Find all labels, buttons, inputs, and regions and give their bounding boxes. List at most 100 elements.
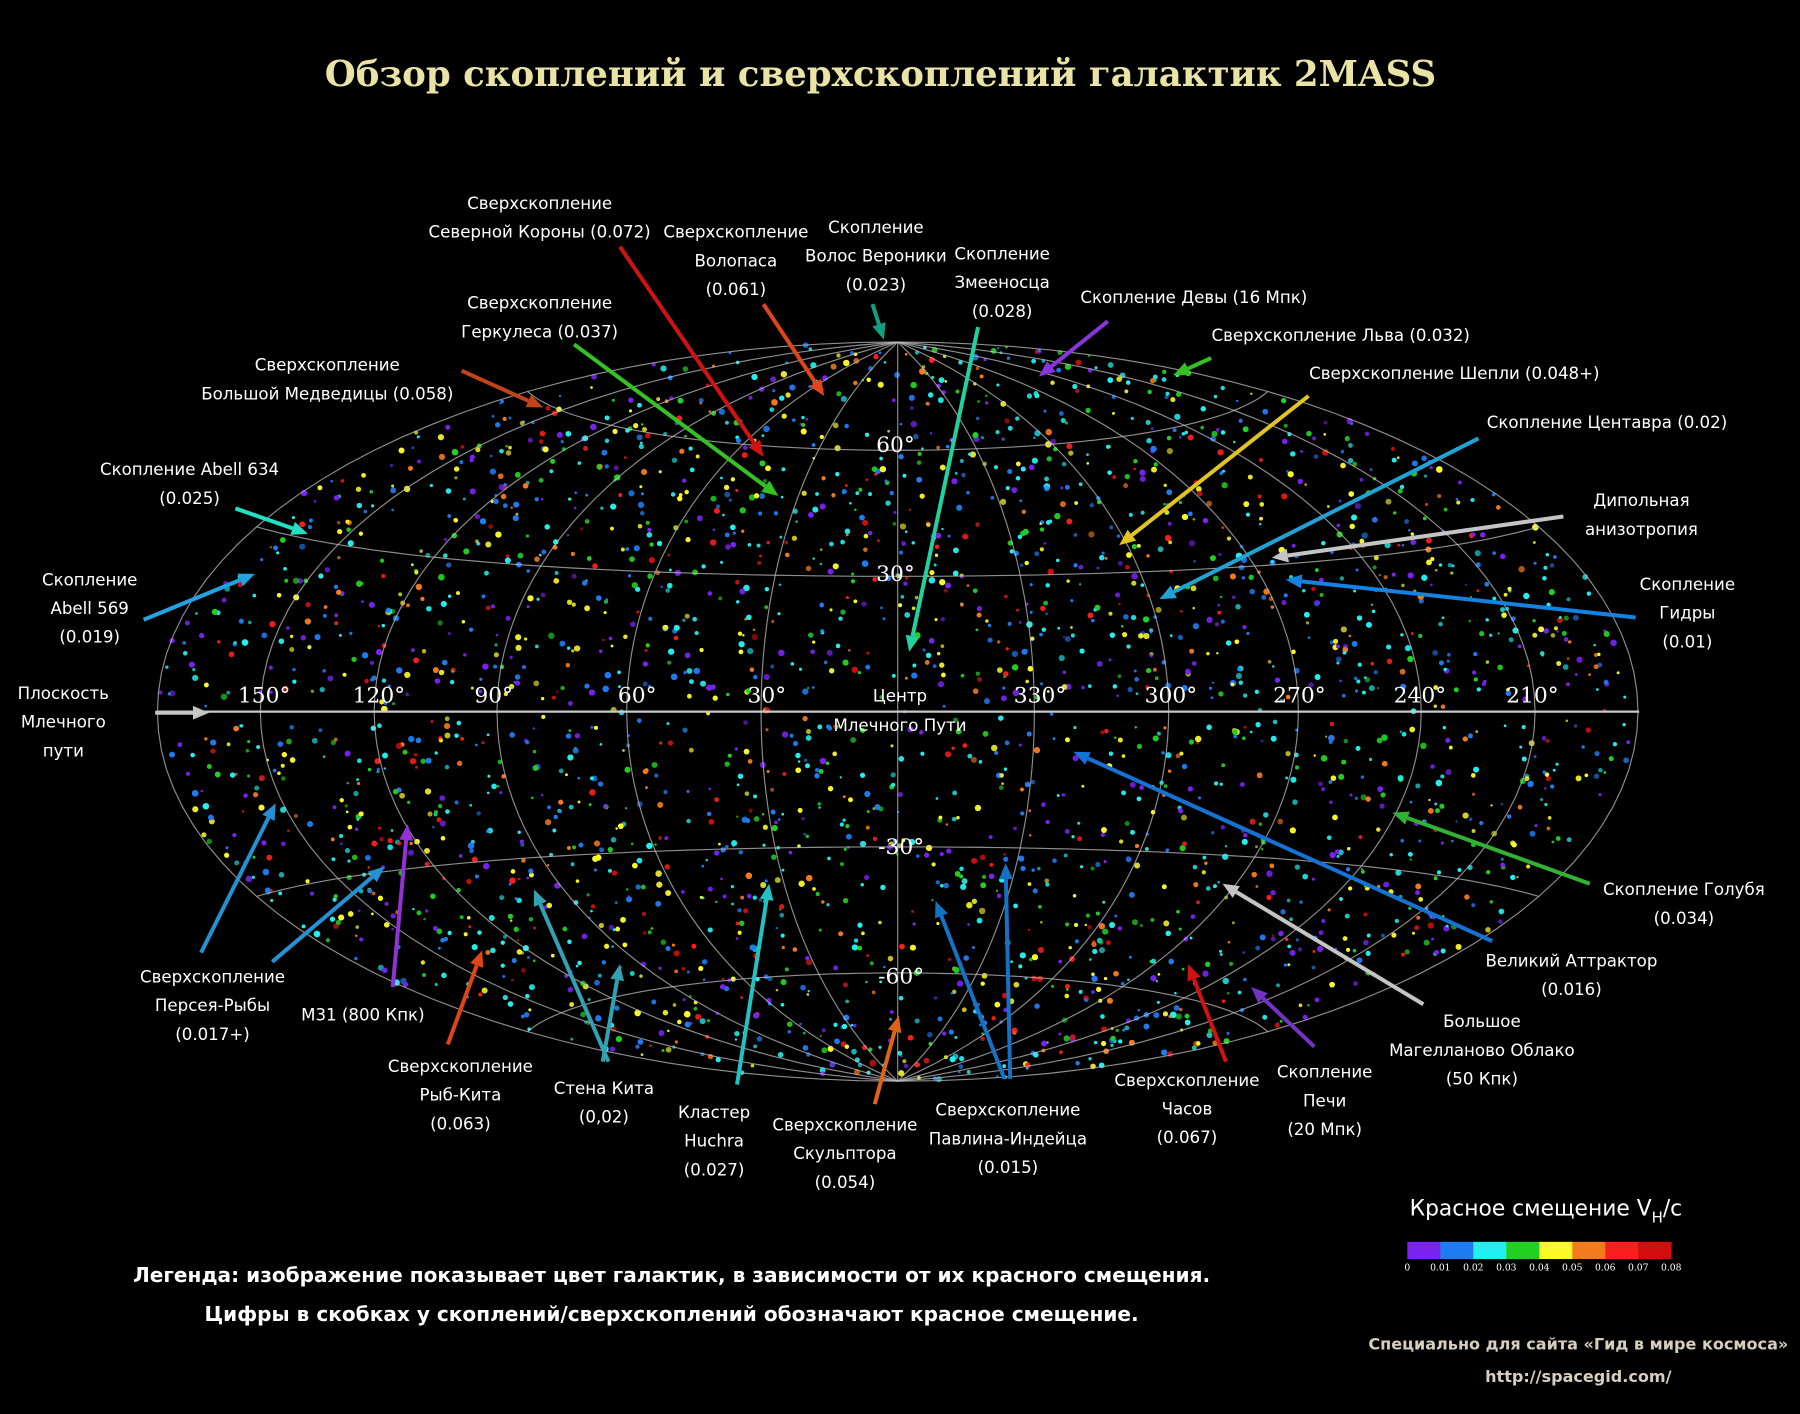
galaxy-dot bbox=[589, 789, 596, 796]
galaxy-dot bbox=[1121, 790, 1126, 796]
galaxy-dot bbox=[845, 533, 849, 537]
galaxy-dot bbox=[604, 943, 610, 949]
galaxy-dot bbox=[812, 506, 819, 513]
galaxy-dot bbox=[1623, 695, 1627, 699]
galaxy-dot bbox=[590, 904, 596, 909]
galaxy-dot bbox=[1399, 668, 1406, 675]
galaxy-dot bbox=[1443, 667, 1447, 672]
galaxy-dot bbox=[1167, 521, 1172, 526]
galaxy-dot bbox=[528, 1008, 532, 1012]
galaxy-dot bbox=[792, 947, 798, 952]
galaxy-dot bbox=[1404, 519, 1410, 524]
galaxy-dot bbox=[874, 804, 881, 811]
galaxy-dot bbox=[927, 1031, 933, 1038]
galaxy-dot bbox=[424, 788, 432, 795]
galaxy-dot bbox=[1360, 868, 1364, 871]
galaxy-dot bbox=[739, 588, 746, 595]
galaxy-dot bbox=[515, 512, 519, 516]
galaxy-dot bbox=[720, 847, 726, 853]
galaxy-dot bbox=[413, 753, 418, 757]
galaxy-dot bbox=[661, 1049, 665, 1052]
galaxy-dot bbox=[890, 772, 896, 778]
galaxy-dot bbox=[1189, 648, 1195, 654]
galaxy-dot bbox=[1468, 817, 1473, 821]
galaxy-dot bbox=[976, 606, 982, 612]
galaxy-dot bbox=[636, 434, 643, 441]
galaxy-dot bbox=[689, 679, 694, 685]
galaxy-dot bbox=[630, 621, 636, 628]
galaxy-dot bbox=[1002, 686, 1006, 690]
galaxy-dot bbox=[590, 909, 593, 913]
galaxy-dot bbox=[1401, 583, 1405, 588]
galaxy-dot bbox=[960, 673, 965, 678]
galaxy-dot bbox=[656, 881, 663, 888]
galaxy-dot bbox=[682, 727, 688, 733]
galaxy-dot bbox=[1011, 1027, 1018, 1034]
galaxy-dot bbox=[1314, 997, 1320, 1003]
galaxy-dot bbox=[1544, 802, 1548, 807]
galaxy-dot bbox=[1256, 772, 1263, 779]
galaxy-dot bbox=[945, 582, 952, 589]
galaxy-dot bbox=[1321, 541, 1326, 546]
galaxy-dot bbox=[1503, 724, 1507, 728]
galaxy-dot bbox=[746, 614, 752, 621]
galaxy-dot bbox=[1443, 507, 1448, 512]
galaxy-dot bbox=[1521, 725, 1526, 730]
galaxy-dot bbox=[1346, 947, 1351, 952]
galaxy-dot bbox=[534, 497, 539, 502]
galaxy-dot bbox=[1372, 565, 1377, 570]
galaxy-dot bbox=[528, 872, 534, 878]
galaxy-dot bbox=[1420, 742, 1427, 750]
galaxy-dot bbox=[1574, 673, 1578, 676]
galaxy-dot bbox=[594, 725, 598, 730]
galaxy-dot bbox=[840, 862, 844, 866]
galaxy-dot bbox=[1503, 592, 1508, 597]
galaxy-dot bbox=[967, 753, 973, 759]
galaxy-dot bbox=[570, 862, 575, 867]
galaxy-dot bbox=[190, 752, 195, 758]
galaxy-dot bbox=[791, 535, 798, 541]
galaxy-dot bbox=[351, 854, 358, 861]
galaxy-dot bbox=[410, 563, 414, 567]
galaxy-dot bbox=[1229, 573, 1236, 580]
galaxy-dot bbox=[745, 688, 751, 694]
galaxy-dot bbox=[509, 877, 516, 884]
galaxy-dot bbox=[578, 842, 584, 848]
galaxy-dot bbox=[780, 371, 788, 378]
galaxy-dot bbox=[590, 423, 597, 431]
galaxy-dot bbox=[1489, 633, 1493, 637]
galaxy-dot bbox=[1175, 1013, 1182, 1020]
galaxy-dot bbox=[1492, 551, 1496, 555]
galaxy-dot bbox=[942, 704, 946, 708]
galaxy-dot bbox=[1110, 1043, 1114, 1047]
galaxy-dot bbox=[411, 446, 415, 450]
galaxy-dot bbox=[234, 772, 238, 776]
galaxy-dot bbox=[192, 674, 199, 682]
galaxy-dot bbox=[453, 466, 460, 472]
galaxy-dot bbox=[391, 927, 394, 931]
galaxy-dot bbox=[447, 930, 452, 936]
galaxy-dot bbox=[1440, 704, 1446, 709]
galaxy-dot bbox=[540, 697, 545, 701]
galaxy-dot bbox=[371, 840, 378, 847]
galaxy-dot bbox=[1050, 712, 1054, 716]
galaxy-dot bbox=[1018, 855, 1025, 862]
galaxy-dot bbox=[519, 839, 524, 844]
galaxy-dot bbox=[1235, 672, 1243, 680]
galaxy-dot bbox=[701, 564, 706, 569]
galaxy-dot bbox=[479, 518, 487, 525]
galaxy-dot bbox=[1013, 981, 1020, 988]
galaxy-dot bbox=[1438, 660, 1444, 666]
galaxy-dot bbox=[674, 1040, 678, 1044]
galaxy-dot bbox=[608, 924, 615, 931]
galaxy-dot bbox=[707, 886, 713, 892]
galaxy-dot bbox=[736, 600, 740, 604]
galaxy-dot bbox=[1215, 427, 1220, 432]
galaxy-dot bbox=[1100, 730, 1105, 735]
galaxy-dot bbox=[599, 743, 603, 746]
galaxy-dot bbox=[552, 828, 557, 833]
galaxy-dot bbox=[548, 632, 555, 639]
galaxy-dot bbox=[1285, 776, 1289, 780]
galaxy-dot bbox=[444, 716, 450, 722]
galaxy-dot bbox=[497, 759, 503, 765]
